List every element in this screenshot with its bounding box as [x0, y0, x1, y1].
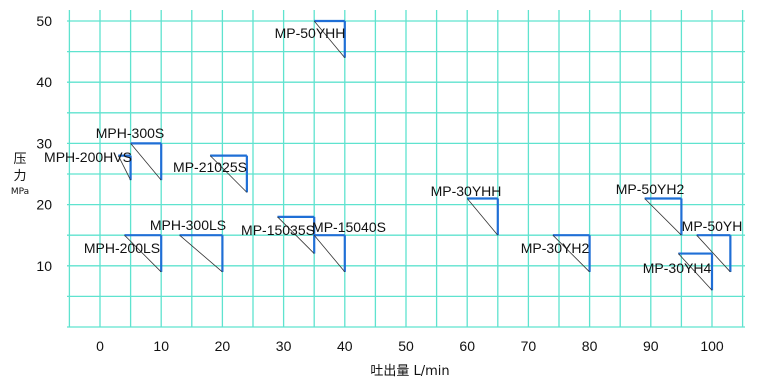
model-label: MP-21025S: [173, 159, 247, 175]
model-label: MP-15040S: [312, 219, 386, 235]
model-label: MPH-300LS: [150, 217, 226, 233]
x-tick-label: 70: [521, 338, 537, 354]
x-tick-label: 0: [96, 338, 104, 354]
x-tick-label: 10: [153, 338, 169, 354]
range-marker-diagonal: [124, 234, 162, 273]
model-label: MP-30YH2: [521, 240, 590, 256]
x-tick-label: 20: [215, 338, 231, 354]
range-marker-diagonal: [209, 155, 248, 193]
y-tick-label: 30: [36, 135, 52, 151]
model-label: MP-50YH2: [616, 181, 685, 197]
range-marker-diagonal: [277, 216, 315, 254]
model-label: MP-50YH: [682, 218, 743, 234]
y-tick-label: 50: [36, 13, 52, 29]
model-label: MP-50YHH: [275, 25, 346, 41]
range-marker-diagonal: [179, 234, 223, 273]
range-marker-diagonal: [644, 198, 682, 236]
range-marker-diagonal: [130, 143, 162, 181]
range-marker-diagonal: [696, 234, 731, 273]
range-marker-diagonal: [466, 198, 499, 236]
model-label: MP-15035S: [241, 222, 315, 238]
y-axis-title-char: 力: [13, 169, 26, 184]
x-tick-label: 80: [582, 338, 598, 354]
range-marker-diagonal: [678, 253, 713, 291]
model-label: MPH-200HVS: [44, 149, 132, 165]
y-tick-label: 10: [36, 258, 52, 274]
range-marker-diagonal: [118, 155, 131, 181]
y-tick-label: 20: [36, 197, 52, 213]
x-tick-label: 60: [459, 338, 475, 354]
x-tick-label: 30: [276, 338, 292, 354]
y-axis-title-char: 压: [13, 152, 26, 167]
x-axis-title: 吐出量 L/min: [370, 364, 449, 379]
model-label: MP-30YHH: [431, 183, 502, 199]
range-marker-diagonal: [313, 234, 346, 273]
model-label: MP-30YH4: [643, 260, 712, 276]
y-tick-label: 40: [36, 74, 52, 90]
y-axis-unit: MPa: [11, 187, 29, 197]
x-tick-label: 40: [337, 338, 353, 354]
x-tick-label: 50: [398, 338, 414, 354]
x-tick-label: 90: [643, 338, 659, 354]
model-label: MPH-200LS: [84, 240, 160, 256]
x-tick-label: 100: [700, 338, 724, 354]
model-label: MPH-300S: [96, 125, 164, 141]
range-marker-diagonal: [552, 234, 590, 273]
range-marker-diagonal: [313, 20, 346, 58]
